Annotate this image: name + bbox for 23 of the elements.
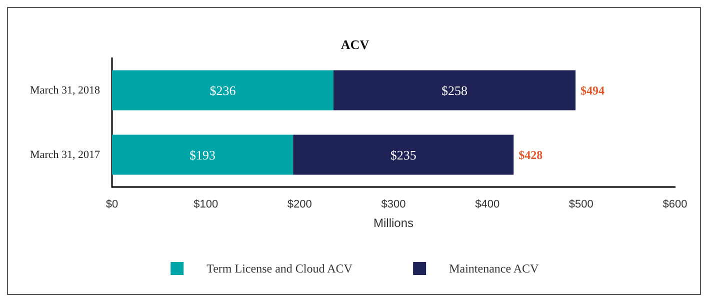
x-tick-label: $600	[662, 198, 688, 210]
legend-label: Maintenance ACV	[449, 262, 540, 276]
bar	[293, 134, 514, 175]
y-tick-label: March 31, 2017	[30, 148, 100, 161]
y-tick-label: March 31, 2018	[30, 84, 100, 96]
data-label: $258	[441, 82, 468, 98]
data-label: $193	[190, 147, 216, 162]
x-tick-label: $200	[287, 198, 312, 210]
x-axis-title: Millions	[373, 216, 414, 230]
chart-title: ACV	[340, 37, 370, 52]
data-label: $236	[210, 82, 236, 98]
data-label: $235	[390, 147, 416, 162]
x-tick-label: $0	[106, 198, 118, 210]
bar	[333, 70, 576, 110]
x-tick-label: $100	[194, 198, 218, 210]
total-label: $428	[518, 148, 543, 162]
bar	[112, 70, 334, 110]
bar	[112, 134, 294, 175]
x-tick-label: $400	[475, 198, 500, 210]
x-tick-label: $300	[381, 198, 406, 210]
legend-label: Term License and Cloud ACV	[206, 262, 353, 276]
total-label: $494	[580, 83, 605, 98]
x-tick-label: $500	[568, 198, 594, 210]
